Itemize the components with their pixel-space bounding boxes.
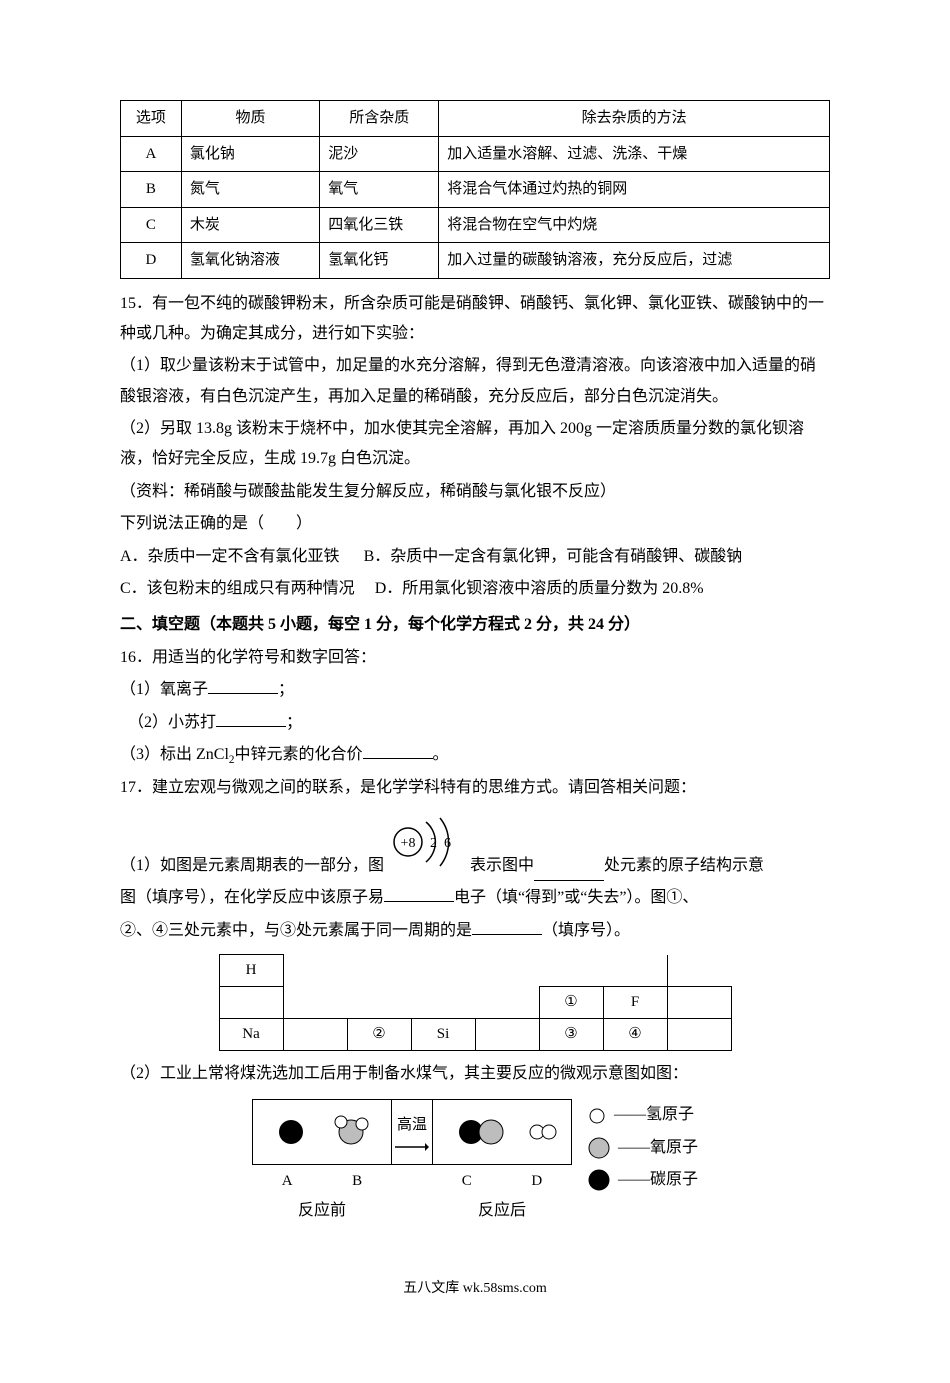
table-row: A氯化钠泥沙加入适量水溶解、过滤、洗涤、干燥 xyxy=(121,136,830,172)
svg-text:2: 2 xyxy=(430,836,437,851)
reaction-diagram: A B 反应前 高温 C D 反应后 —— 氢原子 xyxy=(120,1099,830,1226)
blank xyxy=(534,865,604,881)
table-14: 选项 物质 所含杂质 除去杂质的方法 A氯化钠泥沙加入适量水溶解、过滤、洗涤、干… xyxy=(120,100,830,279)
table-row: D氢氧化钠溶液氢氧化钙加入过量的碳酸钠溶液，充分反应后，过滤 xyxy=(121,243,830,279)
legend-item: —— 氧原子 xyxy=(586,1133,698,1163)
section2-title: 二、填空题（本题共 5 小题，每空 1 分，每个化学方程式 2 分，共 24 分… xyxy=(120,610,830,640)
legend-item: —— 氢原子 xyxy=(586,1100,698,1130)
table-row: C木炭四氧化三铁将混合物在空气中灼烧 xyxy=(121,207,830,243)
q15-p2: （2）另取 13.8g 该粉末于烧杯中，加水使其完全溶解，再加入 200g 一定… xyxy=(120,414,830,475)
svg-text:6: 6 xyxy=(444,836,451,851)
q16-stem: 16．用适当的化学符号和数字回答： xyxy=(120,643,830,673)
th-impurity: 所含杂质 xyxy=(320,101,439,137)
table-row: 选项 物质 所含杂质 除去杂质的方法 xyxy=(121,101,830,137)
atom-structure-icon: +8 2 6 xyxy=(388,806,466,881)
reaction-legend: —— 氢原子 —— 氧原子 —— 碳原子 xyxy=(586,1099,698,1196)
th-method: 除去杂质的方法 xyxy=(439,101,830,137)
blank xyxy=(216,711,286,727)
q15-p1: （1）取少量该粉末于试管中，加足量的水充分溶解，得到无色澄清溶液。向该溶液中加入… xyxy=(120,351,830,412)
q17-p1-line2: 图（填序号），在化学反应中该原子易电子（填“得到”或“失去”）。图①、 xyxy=(120,883,830,913)
th-substance: 物质 xyxy=(181,101,319,137)
q15-ask: 下列说法正确的是（ ） xyxy=(120,509,830,539)
periodic-table-fragment: H ① F Na ② Si ③ ④ xyxy=(219,954,732,1051)
legend-item: —— 碳原子 xyxy=(586,1165,698,1195)
q16-p3: （3）标出 ZnCl2中锌元素的化合价。 xyxy=(120,740,830,771)
th-option: 选项 xyxy=(121,101,182,137)
q15-optB: B．杂质中一定含有氯化钾，可能含有硝酸钾、碳酸钠 xyxy=(364,548,743,565)
q17-p2: （2）工业上常将煤洗选加工后用于制备水煤气，其主要反应的微观示意图如图： xyxy=(120,1059,830,1089)
reaction-before-box xyxy=(252,1099,392,1165)
molecules-before-icon xyxy=(259,1102,385,1162)
molecules-after-icon xyxy=(439,1102,565,1162)
q15-optA: A．杂质中一定不含有氯化亚铁 xyxy=(120,548,340,565)
table-row: B氮气氧气将混合气体通过灼热的铜网 xyxy=(121,172,830,208)
q17-p1-line3: ②、④三处元素中，与③处元素属于同一周期的是（填序号）。 xyxy=(120,916,830,946)
q17-p1-line1: （1）如图是元素周期表的一部分，图 +8 2 6 表示图中处元素的原子结构示意 xyxy=(120,806,830,881)
blank xyxy=(363,743,433,759)
svg-text:+8: +8 xyxy=(401,836,416,851)
q17-stem: 17．建立宏观与微观之间的联系，是化学学科特有的思维方式。请回答相关问题： xyxy=(120,773,830,803)
blank xyxy=(384,886,454,902)
blank xyxy=(472,919,542,935)
caption-after: 反应后 xyxy=(478,1196,526,1226)
q15-optC: C．该包粉末的组成只有两种情况 D．所用氯化钡溶液中溶质的质量分数为 20.8% xyxy=(120,574,830,604)
q15-options-line1: A．杂质中一定不含有氯化亚铁 B．杂质中一定含有氯化钾，可能含有硝酸钾、碳酸钠 xyxy=(120,542,830,572)
q15-stem: 15．有一包不纯的碳酸钾粉末，所含杂质可能是硝酸钾、硝酸钙、氯化钾、氯化亚铁、碳… xyxy=(120,289,830,350)
q15-note: （资料：稀硝酸与碳酸盐能发生复分解反应，稀硝酸与氯化银不反应） xyxy=(120,477,830,507)
q16-p1: （1）氧离子； xyxy=(120,675,830,705)
blank xyxy=(208,678,278,694)
page-footer: 五八文库 wk.58sms.com xyxy=(120,1276,830,1303)
caption-before: 反应前 xyxy=(298,1196,346,1226)
reaction-arrow: 高温 xyxy=(391,1099,433,1165)
q16-p2: （2）小苏打； xyxy=(120,708,830,738)
reaction-after-box xyxy=(432,1099,572,1165)
